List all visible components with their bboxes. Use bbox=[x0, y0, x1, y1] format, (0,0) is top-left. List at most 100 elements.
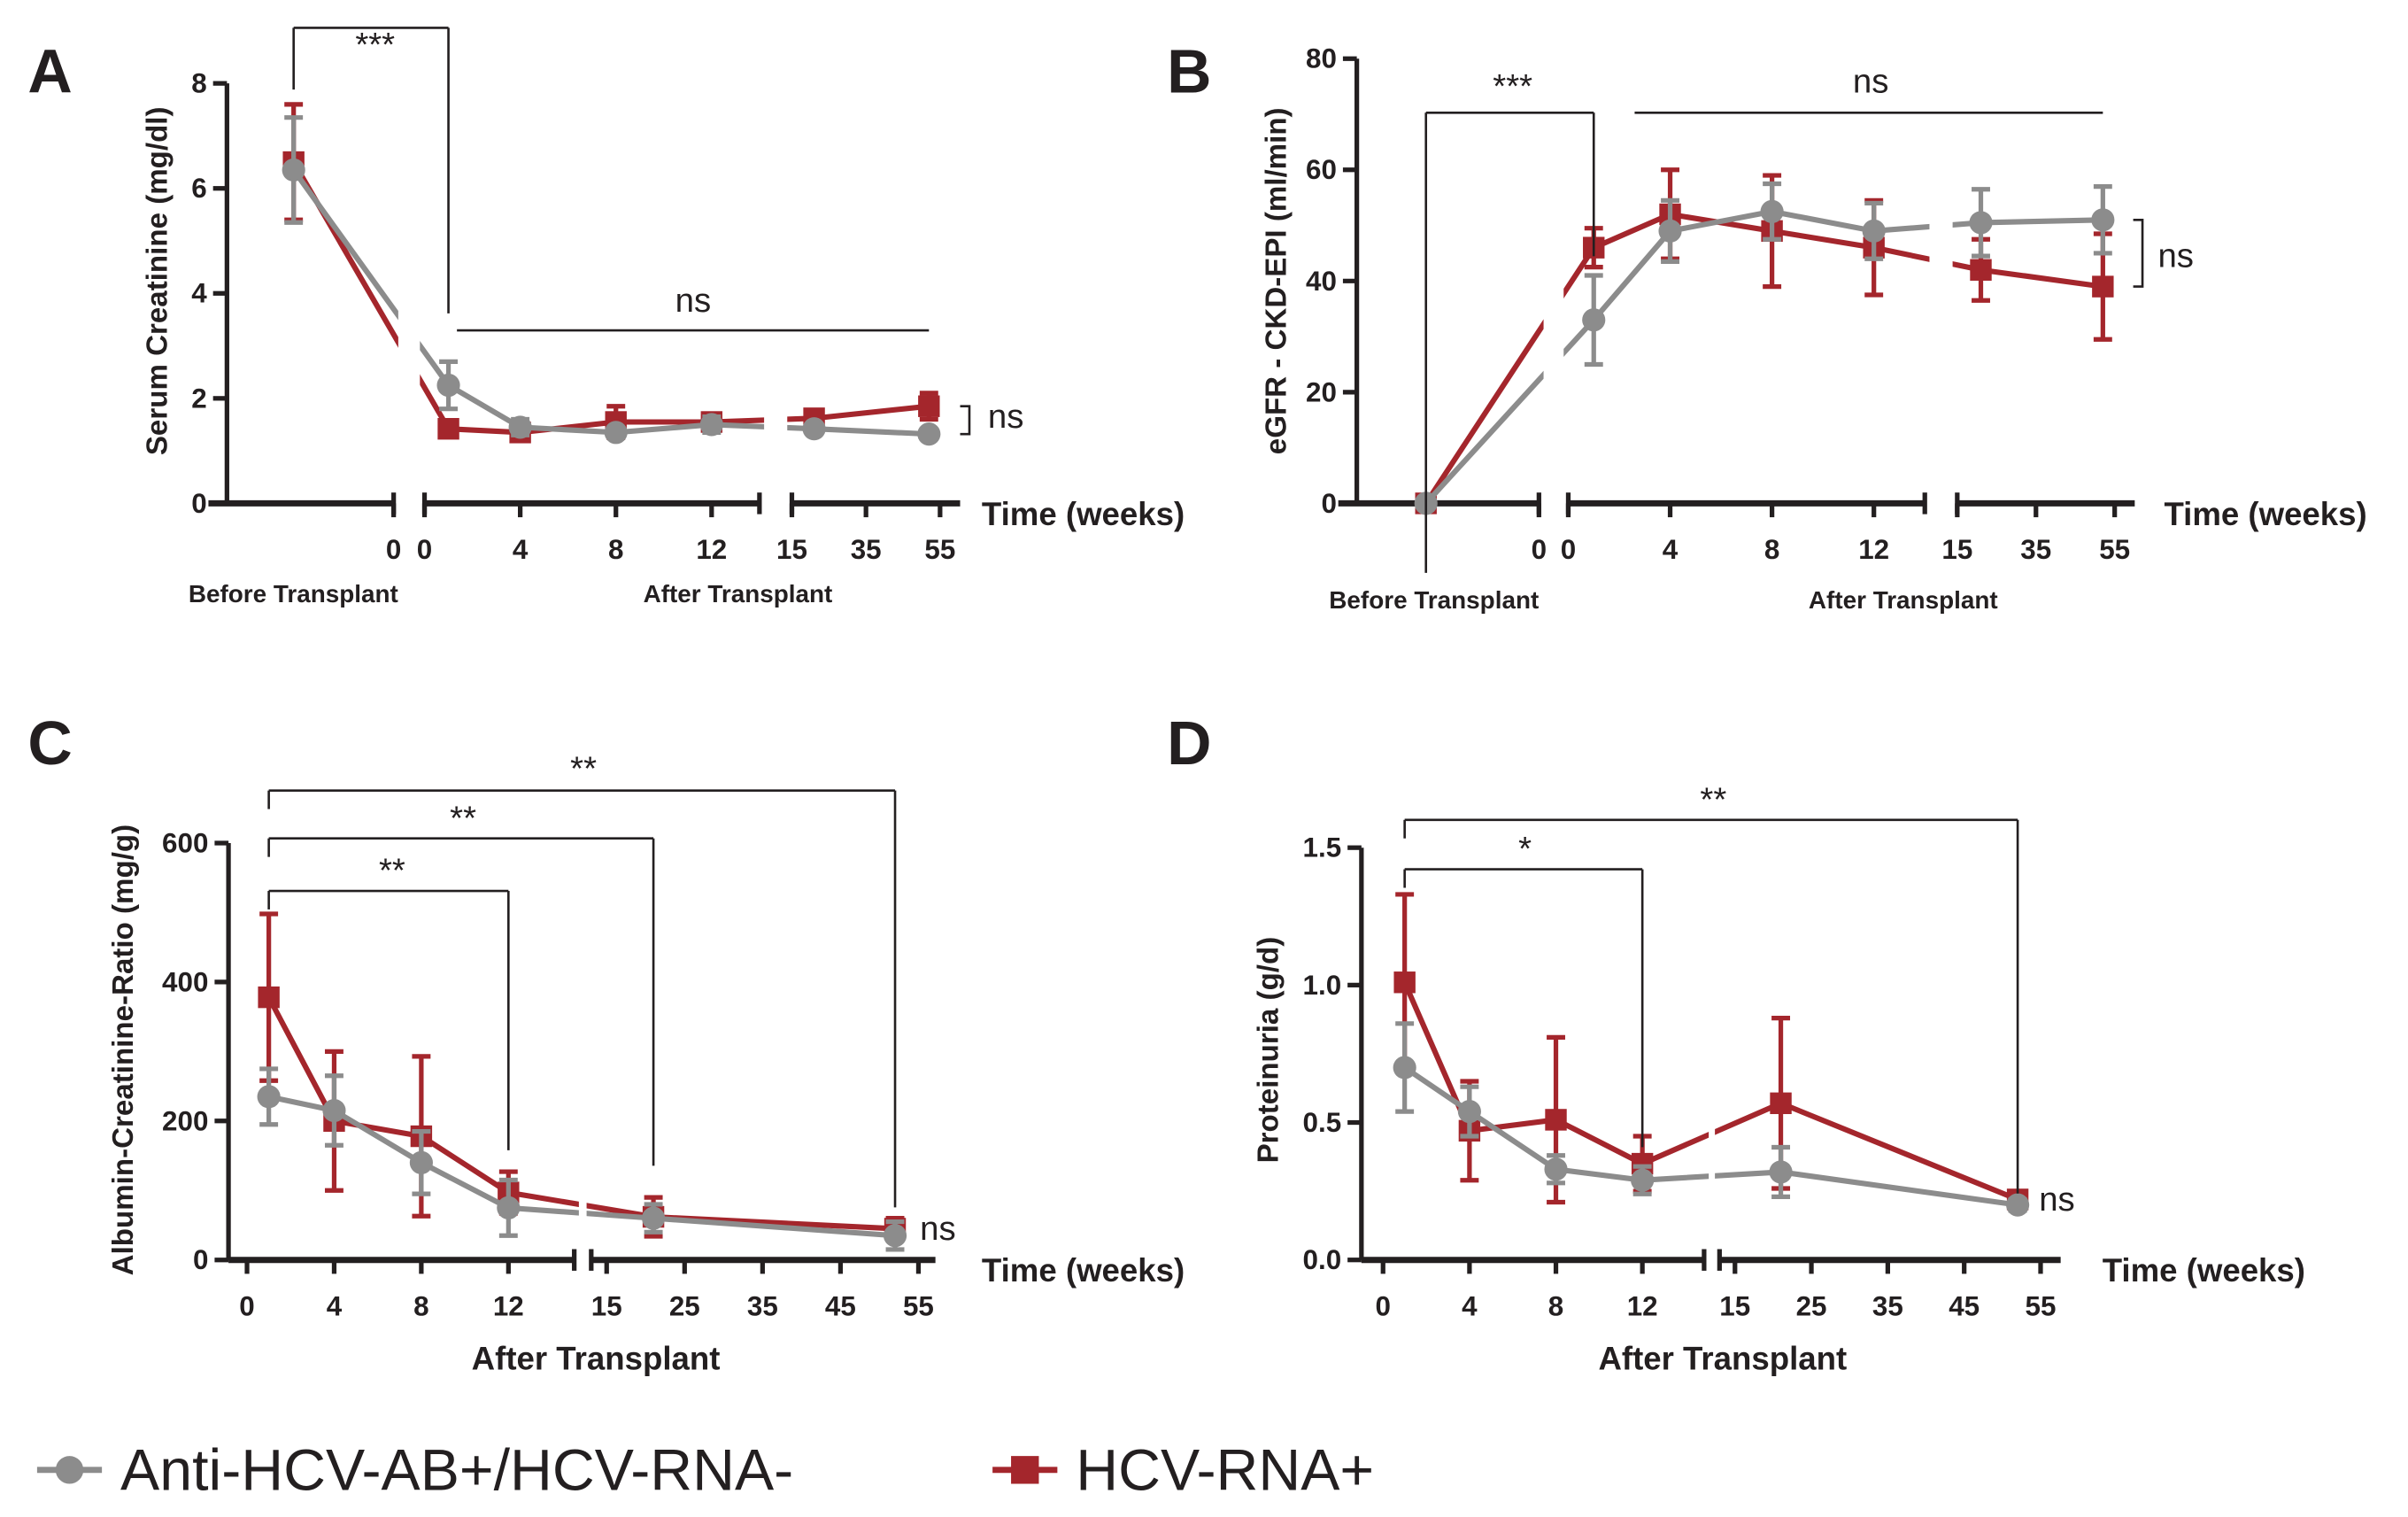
panel-letter: B bbox=[1167, 37, 1211, 106]
x-tick-label: 55 bbox=[2099, 534, 2130, 565]
x-tick-label: 8 bbox=[413, 1290, 428, 1321]
data-point-circle bbox=[917, 422, 941, 446]
data-point-circle bbox=[257, 1085, 281, 1109]
axis-break-gap bbox=[764, 67, 788, 491]
group-comparison-label: ns bbox=[2157, 237, 2194, 275]
group-label-before: Before Transplant bbox=[189, 580, 398, 608]
x-tick-label: 0 bbox=[1561, 534, 1576, 565]
y-tick-label: 6 bbox=[191, 173, 206, 204]
panel-b: B eGFR - CKD-EPI (ml/min) Time (weeks) B… bbox=[1167, 37, 2367, 614]
x-tick-label: 0 bbox=[1376, 1290, 1391, 1321]
group-comparison-label: ns bbox=[920, 1210, 956, 1248]
data-point-circle bbox=[322, 1098, 346, 1123]
y-tick-label: 4 bbox=[191, 278, 207, 309]
x-tick-label: 25 bbox=[669, 1290, 700, 1321]
data-point-circle bbox=[642, 1206, 666, 1230]
y-tick-label: 40 bbox=[1306, 266, 1337, 297]
legend-square-marker bbox=[1011, 1456, 1039, 1484]
data-point-square bbox=[258, 986, 280, 1009]
data-point-circle bbox=[436, 373, 460, 398]
data-point-circle bbox=[883, 1224, 907, 1248]
y-tick-label: 60 bbox=[1306, 154, 1337, 185]
data-point-circle bbox=[699, 413, 723, 437]
series-line bbox=[1424, 208, 2103, 506]
panel-letter: D bbox=[1167, 708, 1211, 778]
data-point-circle bbox=[1582, 308, 1606, 332]
significance-label: ** bbox=[570, 749, 597, 787]
y-tick-label: 20 bbox=[1306, 376, 1337, 407]
y-axis-label: eGFR - CKD-EPI (ml/min) bbox=[1260, 107, 1293, 454]
legend-circle-marker bbox=[55, 1456, 84, 1484]
significance-bracket: ** bbox=[267, 852, 510, 1150]
group-label-after: After Transplant bbox=[472, 1340, 721, 1376]
legend-label: HCV-RNA+ bbox=[1076, 1437, 1374, 1503]
data-point-circle bbox=[2006, 1193, 2030, 1217]
significance-bracket: *** bbox=[1424, 67, 1595, 573]
x-axis-label: Time (weeks) bbox=[2103, 1252, 2305, 1289]
axis-break-gap bbox=[1543, 43, 1564, 491]
x-tick-label: 0 bbox=[417, 534, 432, 565]
x-tick-label: 15 bbox=[591, 1290, 622, 1321]
x-tick-label: 0 bbox=[239, 1290, 254, 1321]
series-line bbox=[291, 160, 930, 436]
data-point-circle bbox=[1862, 219, 1886, 243]
y-tick-label: 80 bbox=[1306, 43, 1337, 74]
significance-bracket: ** bbox=[1403, 780, 2019, 1194]
panel-letter: C bbox=[27, 708, 72, 778]
series-anti-hcv-ab-positive bbox=[257, 1066, 907, 1252]
significance-label: ** bbox=[379, 852, 405, 890]
x-tick-label: 35 bbox=[1872, 1290, 1903, 1321]
data-point-square bbox=[918, 395, 940, 417]
y-axis-label: Albumin-Creatinine-Ratio (mg/g) bbox=[107, 824, 140, 1275]
x-tick-label: 4 bbox=[1663, 534, 1679, 565]
panel-d: D Proteinuria (g/d) Time (weeks) After T… bbox=[1167, 708, 2305, 1376]
axis-break-gap bbox=[578, 827, 587, 1248]
data-point-circle bbox=[1457, 1100, 1481, 1124]
data-point-circle bbox=[2091, 208, 2115, 232]
significance-bracket: * bbox=[1403, 830, 1644, 1148]
legend-label: Anti-HCV-AB+/HCV-RNA- bbox=[120, 1437, 793, 1503]
x-tick-label: 4 bbox=[513, 534, 529, 565]
group-comparison-bracket bbox=[2133, 218, 2144, 288]
y-tick-label: 1.5 bbox=[1303, 832, 1342, 863]
data-point-circle bbox=[1769, 1160, 1793, 1184]
group-comparison-label: ns bbox=[988, 398, 1024, 436]
x-tick-label: 12 bbox=[1627, 1290, 1658, 1321]
x-tick-label: 55 bbox=[2026, 1290, 2057, 1321]
x-tick-label: 35 bbox=[2020, 534, 2051, 565]
panel-letter: A bbox=[27, 37, 72, 106]
y-tick-label: 0.0 bbox=[1303, 1244, 1342, 1275]
x-tick-label: 8 bbox=[1764, 534, 1779, 565]
panel-a: A Serum Creatinine (mg/dl) Time (weeks) … bbox=[27, 26, 1185, 608]
y-tick-label: 8 bbox=[191, 68, 206, 99]
significance-label: * bbox=[1518, 830, 1532, 868]
y-tick-label: 2 bbox=[191, 383, 206, 414]
x-tick-label: 0 bbox=[1532, 534, 1547, 565]
x-axis-label: Time (weeks) bbox=[982, 1252, 1185, 1289]
significance-bracket: ns bbox=[1634, 63, 2103, 114]
y-tick-label: 0 bbox=[193, 1244, 208, 1275]
x-tick-label: 8 bbox=[1548, 1290, 1563, 1321]
legend-item-anti-hcv: Anti-HCV-AB+/HCV-RNA- bbox=[36, 1437, 793, 1503]
group-label-after: After Transplant bbox=[1598, 1340, 1847, 1376]
x-tick-label: 4 bbox=[327, 1290, 343, 1321]
significance-label: ** bbox=[450, 799, 476, 837]
group-label-before: Before Transplant bbox=[1329, 586, 1539, 614]
series-line bbox=[291, 168, 930, 437]
significance-bracket: *** bbox=[292, 26, 450, 313]
series-anti-hcv-ab-positive bbox=[1393, 1021, 2030, 1217]
data-point-square bbox=[1770, 1092, 1792, 1115]
data-point-square bbox=[2092, 275, 2114, 298]
x-tick-label: 12 bbox=[1858, 534, 1889, 565]
x-tick-label: 55 bbox=[903, 1290, 934, 1321]
x-tick-label: 8 bbox=[608, 534, 623, 565]
x-axis-label: Time (weeks) bbox=[2164, 496, 2366, 532]
data-point-circle bbox=[497, 1196, 521, 1219]
data-point-circle bbox=[282, 158, 305, 182]
group-comparison-bracket bbox=[960, 405, 971, 436]
significance-label: ** bbox=[1700, 780, 1726, 818]
legend-item-hcv-rna: HCV-RNA+ bbox=[992, 1437, 1374, 1503]
x-tick-label: 4 bbox=[1462, 1290, 1478, 1321]
y-tick-label: 600 bbox=[162, 827, 208, 858]
